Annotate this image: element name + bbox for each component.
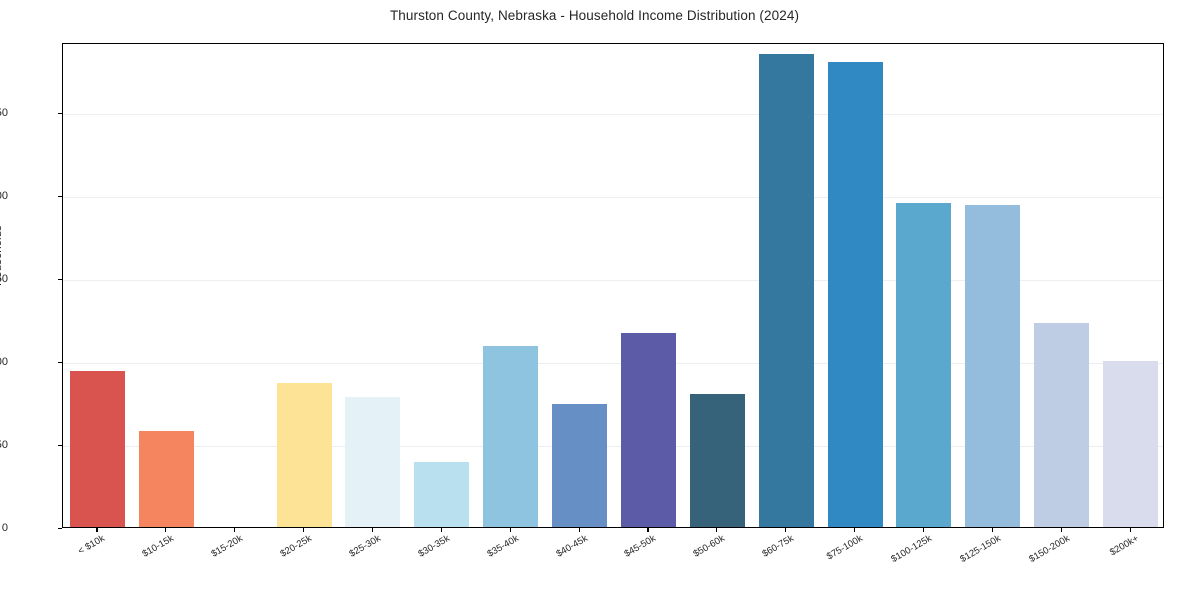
gridline bbox=[63, 445, 1163, 447]
bar[interactable] bbox=[414, 462, 470, 527]
bar[interactable] bbox=[758, 53, 814, 527]
y-tick-label: 100 bbox=[0, 355, 8, 368]
bar[interactable] bbox=[1034, 322, 1090, 527]
bar[interactable] bbox=[620, 332, 676, 527]
y-tick-mark bbox=[58, 195, 62, 197]
bar[interactable] bbox=[1103, 360, 1159, 527]
gridline bbox=[63, 196, 1163, 198]
bar[interactable] bbox=[69, 370, 125, 527]
x-tick-mark bbox=[991, 528, 993, 532]
y-tick-mark bbox=[58, 278, 62, 280]
y-tick-label: 50 bbox=[0, 438, 8, 451]
y-tick-mark bbox=[58, 528, 62, 530]
chart-title: Thurston County, Nebraska - Household In… bbox=[389, 8, 800, 23]
y-tick-mark bbox=[58, 112, 62, 114]
x-tick-mark bbox=[716, 528, 718, 532]
bars-layer bbox=[63, 44, 1163, 527]
y-tick-label: 150 bbox=[0, 272, 8, 285]
x-tick-mark bbox=[647, 528, 649, 532]
x-tick-mark bbox=[785, 528, 787, 532]
gridline bbox=[63, 362, 1163, 364]
x-tick-mark bbox=[234, 528, 236, 532]
x-tick-mark bbox=[1129, 528, 1131, 532]
bar[interactable] bbox=[208, 399, 263, 527]
x-tick-mark bbox=[303, 528, 305, 532]
y-tick-mark bbox=[58, 361, 62, 363]
bar[interactable] bbox=[276, 382, 332, 527]
x-tick-mark bbox=[578, 528, 580, 532]
bar[interactable] bbox=[483, 345, 539, 527]
bar[interactable] bbox=[689, 394, 745, 527]
x-tick-mark bbox=[165, 528, 167, 532]
bar[interactable] bbox=[896, 203, 952, 527]
x-tick-mark bbox=[440, 528, 442, 532]
y-tick-label: 0 bbox=[1, 522, 8, 534]
y-tick-label: 200 bbox=[0, 189, 8, 202]
bar[interactable] bbox=[965, 204, 1021, 527]
x-tick-label: < $10k bbox=[76, 533, 108, 557]
plot-area bbox=[62, 43, 1164, 528]
bar[interactable] bbox=[345, 397, 401, 527]
x-tick-mark bbox=[922, 528, 925, 532]
x-tick-mark bbox=[854, 528, 856, 532]
x-tick-mark bbox=[371, 528, 374, 532]
gridline bbox=[63, 279, 1163, 281]
x-tick-mark bbox=[96, 528, 98, 532]
x-tick-mark bbox=[1060, 528, 1062, 532]
bar[interactable] bbox=[827, 61, 883, 527]
y-tick-mark bbox=[58, 444, 62, 447]
y-tick-label: 250 bbox=[0, 106, 8, 119]
bar[interactable] bbox=[138, 430, 194, 527]
x-tick-mark bbox=[509, 528, 511, 532]
figure-canvas: Thurston County, Nebraska - Household In… bbox=[0, 8, 1164, 565]
gridline bbox=[63, 113, 1163, 115]
bar[interactable] bbox=[552, 404, 608, 527]
